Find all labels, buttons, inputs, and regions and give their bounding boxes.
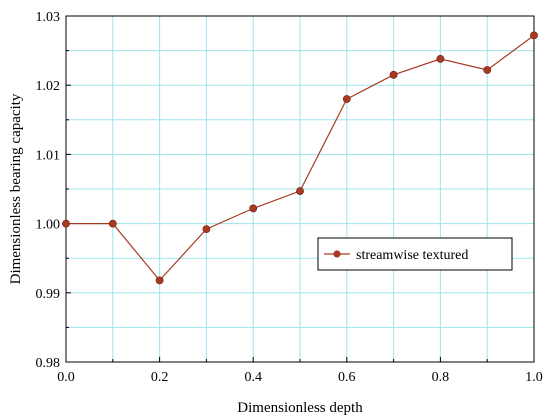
x-tick-label: 0.0	[57, 370, 75, 385]
data-point	[249, 204, 258, 213]
y-axis-title: Dimensionless bearing capacity	[8, 93, 24, 284]
y-tick-label: 1.01	[36, 148, 61, 163]
x-tick-label: 1.0	[525, 370, 543, 385]
y-tick-label: 1.03	[36, 10, 61, 25]
legend: streamwise textured	[317, 237, 513, 271]
x-axis-title: Dimensionless depth	[237, 400, 363, 416]
legend-box	[317, 237, 513, 271]
data-point	[389, 70, 398, 79]
legend-label: streamwise textured	[356, 248, 468, 263]
x-tick-label: 0.6	[338, 370, 356, 385]
x-tick-label: 0.2	[151, 370, 169, 385]
x-tick-label: 0.8	[432, 370, 450, 385]
data-point	[108, 219, 117, 228]
data-point	[436, 55, 445, 63]
y-tick-label: 0.99	[36, 287, 61, 302]
y-axis-ticks: 0.98 0.99 1.00 1.01 1.02 1.03	[36, 10, 71, 371]
data-point	[530, 31, 538, 40]
data-point	[483, 66, 492, 74]
series-layer	[62, 31, 538, 285]
legend-marker	[333, 250, 341, 258]
data-point	[155, 276, 164, 285]
data-point	[342, 95, 351, 103]
data-point	[296, 187, 304, 195]
y-tick-label: 0.98	[36, 356, 61, 371]
y-tick-label: 1.02	[36, 79, 61, 94]
x-axis-ticks: 0.0 0.2 0.4 0.6 0.8 1.0	[57, 357, 543, 385]
x-tick-label: 0.4	[244, 370, 262, 385]
data-point	[202, 225, 211, 234]
y-tick-label: 1.00	[36, 218, 61, 233]
data-point	[62, 219, 70, 228]
